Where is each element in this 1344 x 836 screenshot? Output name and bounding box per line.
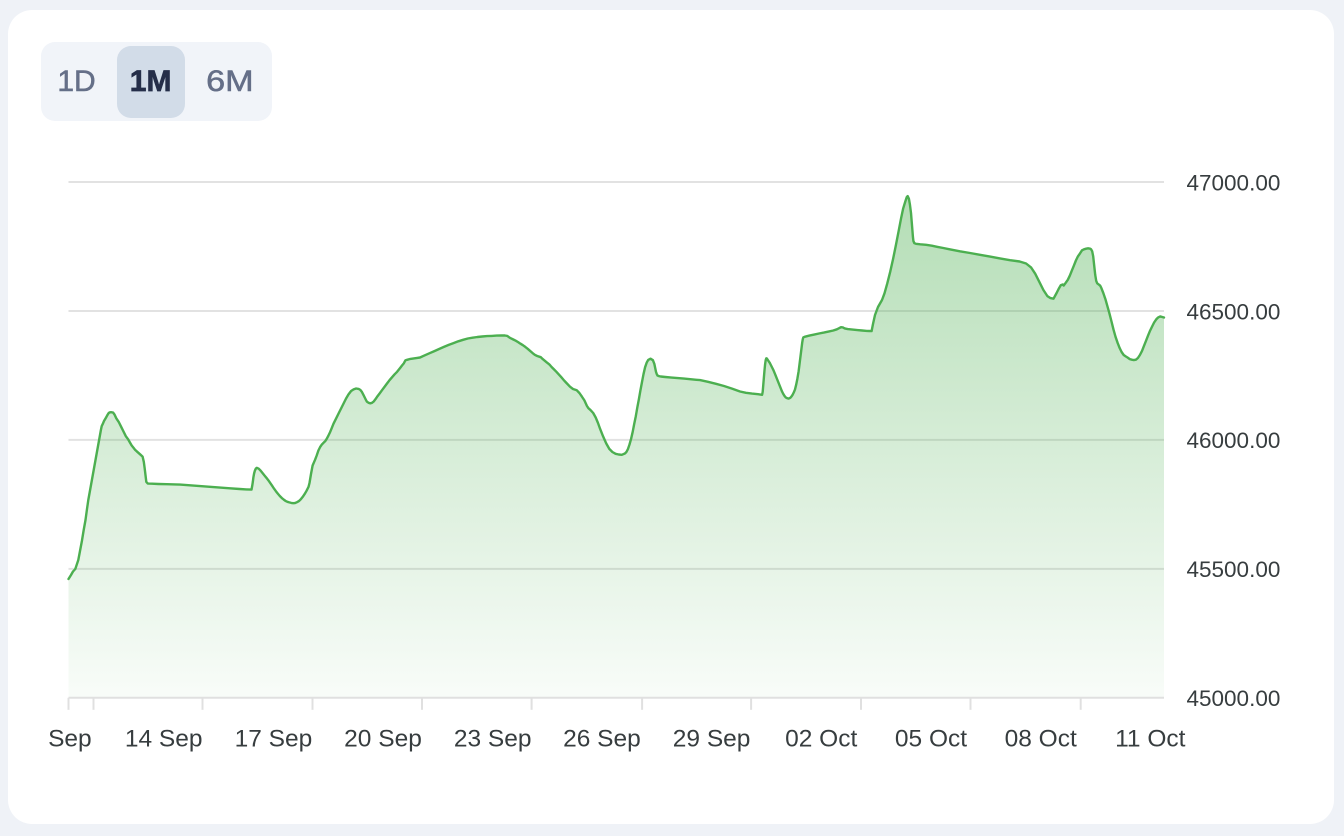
svg-text:20 Sep: 20 Sep xyxy=(344,725,422,752)
svg-text:23 Sep: 23 Sep xyxy=(454,725,532,752)
svg-text:26 Sep: 26 Sep xyxy=(563,725,641,752)
svg-text:Sep: Sep xyxy=(48,725,92,752)
svg-text:11 Oct: 11 Oct xyxy=(1115,725,1186,752)
svg-text:14 Sep: 14 Sep xyxy=(125,725,203,752)
svg-text:02 Oct: 02 Oct xyxy=(785,725,857,752)
svg-text:47000.00: 47000.00 xyxy=(1187,170,1281,195)
svg-text:08 Oct: 08 Oct xyxy=(1005,725,1077,752)
svg-text:45500.00: 45500.00 xyxy=(1187,557,1281,582)
svg-text:17 Sep: 17 Sep xyxy=(235,725,313,752)
svg-text:05 Oct: 05 Oct xyxy=(895,725,967,752)
svg-text:29 Sep: 29 Sep xyxy=(673,725,751,752)
svg-text:46000.00: 46000.00 xyxy=(1187,428,1281,453)
svg-text:45000.00: 45000.00 xyxy=(1187,686,1281,711)
svg-text:46500.00: 46500.00 xyxy=(1187,299,1281,324)
